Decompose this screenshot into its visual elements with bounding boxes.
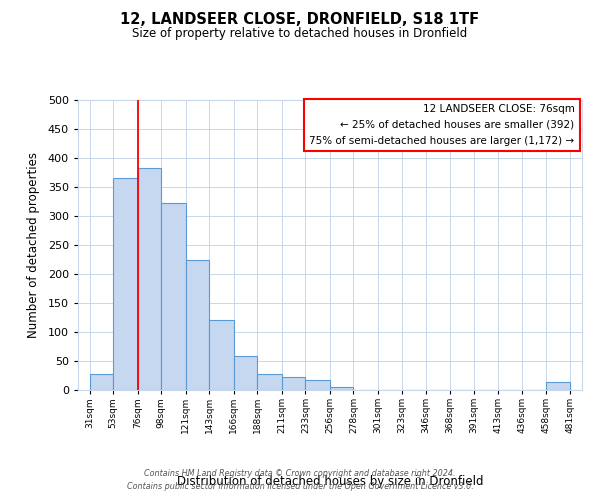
X-axis label: Distribution of detached houses by size in Dronfield: Distribution of detached houses by size … [177, 475, 483, 488]
Text: Contains HM Land Registry data © Crown copyright and database right 2024.: Contains HM Land Registry data © Crown c… [144, 468, 456, 477]
Y-axis label: Number of detached properties: Number of detached properties [26, 152, 40, 338]
Text: Contains public sector information licensed under the Open Government Licence v3: Contains public sector information licen… [127, 482, 473, 491]
Bar [257, 374, 282, 390]
Bar [282, 376, 305, 390]
Text: 12 LANDSEER CLOSE: 76sqm
← 25% of detached houses are smaller (392)
75% of semi-: 12 LANDSEER CLOSE: 76sqm ← 25% of detach… [310, 104, 574, 146]
Bar [161, 203, 186, 390]
Text: 12, LANDSEER CLOSE, DRONFIELD, S18 1TF: 12, LANDSEER CLOSE, DRONFIELD, S18 1TF [121, 12, 479, 28]
Bar [209, 320, 234, 390]
Bar [545, 382, 570, 390]
Bar [113, 178, 138, 390]
Bar [90, 374, 113, 390]
Bar [305, 380, 330, 390]
Bar [330, 387, 353, 390]
Bar [138, 168, 161, 390]
Bar [186, 260, 209, 390]
Text: Size of property relative to detached houses in Dronfield: Size of property relative to detached ho… [133, 28, 467, 40]
Bar [234, 356, 257, 390]
